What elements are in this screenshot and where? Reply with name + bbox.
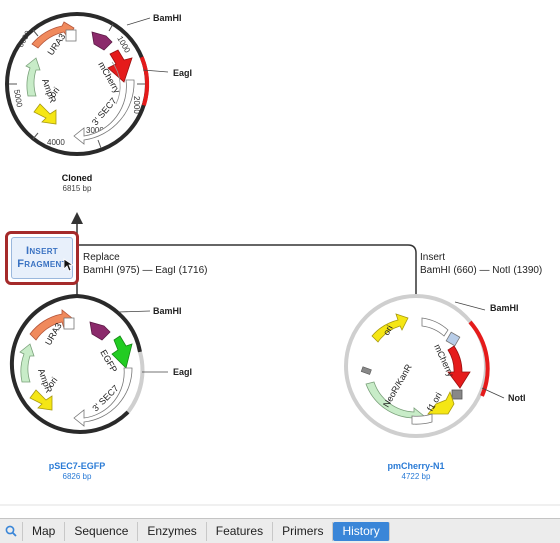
cloned-tick-5000: 5000: [12, 89, 24, 109]
psec7-ori-label: ori: [45, 375, 59, 389]
psec7-sec7-feature[interactable]: [73, 367, 133, 427]
psec7-ura3-feature[interactable]: [29, 309, 73, 341]
pmcherry-small-feature: [445, 331, 461, 347]
cloned-eagi-site[interactable]: EagI: [173, 68, 192, 78]
cloned-small-feature: [65, 29, 77, 42]
tab-map[interactable]: Map: [23, 521, 66, 541]
cloned-ori-label: ori: [47, 85, 61, 99]
psec7-ampr-feature[interactable]: [19, 343, 35, 383]
pmcherry-insert-region: [468, 320, 490, 397]
insert-title: Insert: [420, 252, 445, 263]
pmcherry-promoter2-feature: [411, 413, 433, 425]
psec7-small-feature: [63, 317, 75, 330]
psec7-replaced-region: [126, 351, 145, 414]
history-canvas: 1000 2000 3000 4000 5000 6000 URA3 mCher…: [0, 12, 560, 506]
cloned-ampr-feature[interactable]: [25, 57, 41, 97]
cloned-sec7-feature[interactable]: [73, 79, 135, 145]
pmcherry-name-link[interactable]: pmCherry-N1: [387, 461, 444, 471]
insert-fragment-button-face[interactable]: Insert Fragment: [11, 237, 73, 279]
mouse-cursor-icon: [63, 258, 75, 272]
psec7-backbone: [9, 294, 130, 434]
tab-primers[interactable]: Primers: [273, 521, 334, 541]
pmcherry-mcherry-feature[interactable]: [447, 345, 471, 389]
search-icon[interactable]: [0, 521, 23, 541]
cloned-tick-3000: 3000: [86, 126, 104, 135]
replace-range: BamHI (975) — EagI (1716): [83, 265, 208, 276]
tab-enzymes[interactable]: Enzymes: [138, 521, 207, 541]
psec7-size: 6826 bp: [63, 472, 92, 481]
pmcherry-promoter-feature: [421, 317, 449, 337]
pmcherry-ori-feature[interactable]: [371, 313, 409, 343]
psec7-eagi-site[interactable]: EagI: [173, 367, 192, 377]
cloned-plasmid-map[interactable]: 1000 2000 3000 4000 5000 6000 URA3 mCher…: [5, 12, 192, 156]
cloned-purple-feature: [91, 31, 113, 51]
pmcherry-ori-label: ori: [381, 323, 395, 337]
cloned-size: 6815 bp: [63, 184, 92, 193]
psec7-purple-feature: [89, 321, 111, 341]
replace-title: Replace: [83, 252, 120, 263]
pmcherry-size: 4722 bp: [402, 472, 431, 481]
insert-range: BamHI (660) — NotI (1390): [420, 265, 542, 276]
psec7-name-link[interactable]: pSEC7-EGFP: [49, 461, 106, 471]
cloned-ori-feature[interactable]: [33, 103, 57, 125]
tab-sequence[interactable]: Sequence: [65, 521, 139, 541]
cloned-tick-4000: 4000: [47, 138, 65, 147]
ura3-feature[interactable]: [31, 21, 75, 49]
view-tab-bar: Map Sequence Enzymes Features Primers Hi…: [0, 518, 560, 543]
psec7-plasmid-map[interactable]: URA3 EGFP 3' SEC7 AmpR ori BamHI EagI: [9, 294, 192, 434]
cloned-insert-region: [139, 56, 150, 106]
insert-fragment-line1: Insert: [26, 245, 58, 257]
pmcherry-gray-feature: [451, 389, 463, 400]
tab-features[interactable]: Features: [207, 521, 274, 541]
pmcherry-noti-site[interactable]: NotI: [508, 393, 526, 403]
cloned-mcherry-feature[interactable]: [107, 49, 133, 83]
tab-history[interactable]: History: [333, 521, 390, 541]
psec7-backbone-top: [76, 294, 142, 353]
insert-connector: [77, 244, 417, 296]
pmcherry-bamhi-site[interactable]: BamHI: [490, 303, 519, 313]
pmcherry-tiny-feature: [360, 366, 372, 375]
psec7-ori-feature[interactable]: [29, 389, 53, 411]
insert-fragment-line2: Fragment: [17, 258, 67, 270]
cloned-tick-2000: 2000: [132, 96, 141, 114]
pmcherry-plasmid-map[interactable]: ori mCherry f1 ori NeoR/KanR BamHI NotI: [344, 294, 526, 438]
psec7-egfp-feature[interactable]: [111, 335, 133, 369]
insert-fragment-button[interactable]: Insert Fragment: [5, 231, 79, 285]
cloned-name: Cloned: [62, 173, 93, 183]
pmcherry-f1ori-feature[interactable]: [427, 390, 455, 415]
psec7-bamhi-site[interactable]: BamHI: [153, 306, 182, 316]
cloned-bamhi-site[interactable]: BamHI: [153, 13, 182, 23]
pmcherry-neokan-label: NeoR/KanR: [381, 362, 414, 409]
